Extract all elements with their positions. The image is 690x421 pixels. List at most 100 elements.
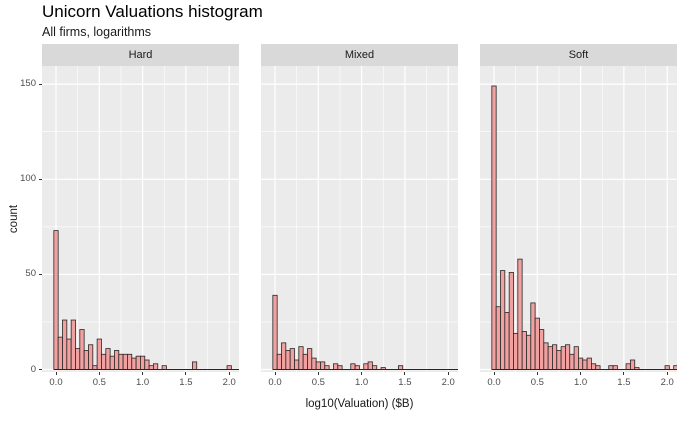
histogram-bar	[372, 365, 378, 370]
histogram-bar	[53, 230, 59, 370]
histogram-bar	[289, 348, 295, 370]
histogram-bar	[491, 85, 497, 370]
facet-strip-label: Soft	[480, 44, 677, 66]
facet-strip-label: Hard	[42, 44, 239, 66]
histogram-bar	[517, 258, 523, 370]
x-tick-label: 0.0	[49, 377, 63, 388]
histogram-bar	[62, 319, 68, 370]
histogram-bar	[191, 361, 198, 370]
histogram-bar	[591, 363, 597, 370]
y-axis-title: count	[8, 204, 20, 234]
histogram-bar	[539, 329, 545, 370]
histogram-bar	[118, 353, 124, 370]
y-tick-label: 50	[25, 268, 36, 280]
x-tick-mark	[274, 372, 276, 375]
histogram-bar	[83, 350, 89, 370]
x-tick-label: 0.0	[487, 377, 501, 388]
histogram-bar	[298, 346, 304, 370]
histogram-bar	[569, 353, 575, 370]
x-tick-label: 1.5	[179, 377, 193, 388]
histogram-bar	[586, 357, 592, 370]
histogram-bar	[354, 365, 360, 370]
histogram-panel	[42, 66, 239, 372]
x-tick-mark	[361, 372, 363, 375]
histogram-bar	[673, 365, 679, 370]
histogram-bar	[530, 302, 536, 370]
x-tick-label: 1.0	[354, 377, 369, 388]
histogram-bar	[75, 348, 81, 370]
x-tick-label: 2.0	[441, 377, 455, 388]
x-tick-mark	[55, 372, 57, 375]
histogram-bar	[333, 363, 339, 370]
histogram-bar	[560, 346, 566, 370]
histogram-bar	[504, 312, 510, 370]
histogram-bar	[629, 359, 636, 370]
histogram-bar	[140, 355, 146, 370]
chart-title: Unicorn Valuations histogram	[42, 2, 263, 21]
histogram-bar	[582, 359, 588, 370]
histogram-bar	[57, 336, 63, 370]
histogram-bar	[543, 342, 549, 370]
histogram-bar	[367, 361, 373, 370]
panel-background	[261, 66, 458, 372]
x-tick-label: 0.5	[530, 377, 544, 388]
histogram-panel	[480, 66, 679, 372]
histogram-bar	[88, 344, 94, 370]
x-tick-label: 2.0	[660, 377, 674, 388]
histogram-bar	[114, 350, 120, 370]
histogram-bar	[625, 363, 631, 370]
histogram-bar	[526, 334, 532, 370]
facet-strip-label: Mixed	[261, 44, 458, 66]
histogram-bar	[664, 365, 670, 370]
histogram-bar	[573, 346, 579, 370]
facet-hard: Hard 0.0 0.5 1.0 1.5 2.0	[42, 44, 239, 390]
histogram-bar	[534, 317, 540, 370]
histogram-bar	[612, 365, 618, 370]
facet-soft: Soft 0.0 0.5 1.0 1.5 2.0	[480, 44, 679, 390]
histogram-bar	[398, 365, 404, 370]
histogram-bar	[500, 270, 506, 370]
histogram-bar	[122, 353, 128, 370]
x-tick-mark	[447, 372, 449, 375]
x-tick-label: 1.0	[135, 377, 150, 388]
histogram-bar	[135, 355, 141, 370]
chart-subtitle: All firms, logarithms	[42, 25, 152, 39]
x-tick-label: 1.5	[617, 377, 631, 388]
histogram-bar	[552, 344, 558, 370]
x-tick-label: 0.5	[311, 377, 325, 388]
histogram-bar	[337, 365, 343, 370]
histogram-bar	[307, 348, 313, 370]
x-tick-mark	[404, 372, 406, 375]
x-tick-label: 1.0	[573, 377, 588, 388]
histogram-bar	[302, 353, 308, 370]
histogram-bar	[148, 365, 154, 370]
histogram-bar	[281, 342, 287, 370]
x-tick-mark	[98, 372, 100, 375]
histogram-bar	[92, 365, 98, 370]
x-tick-mark	[623, 372, 625, 375]
histogram-bar	[363, 363, 369, 370]
histogram-panel	[261, 66, 458, 372]
histogram-bar	[311, 357, 317, 370]
histogram-bar	[513, 332, 519, 370]
histogram-bar	[226, 365, 232, 370]
histogram-bar	[144, 359, 150, 370]
x-tick-mark	[185, 372, 187, 375]
x-tick-mark	[493, 372, 495, 375]
x-tick-label: 2.0	[222, 377, 236, 388]
histogram-bar	[109, 355, 115, 370]
y-tick-mark	[39, 369, 42, 370]
x-tick-label: 0.5	[92, 377, 106, 388]
histogram-bar	[131, 357, 137, 370]
y-tick-mark	[39, 83, 42, 85]
y-tick-mark	[39, 178, 42, 180]
histogram-bar	[595, 365, 601, 370]
histogram-bar	[276, 353, 282, 370]
x-axis-title: log10(Valuation) ($B)	[305, 398, 414, 410]
histogram-bar	[521, 331, 527, 370]
histogram-bar	[285, 350, 291, 370]
facet-mixed: Mixed 0.0 0.5 1.0 1.5 2.0	[261, 44, 458, 390]
histogram-bar	[495, 306, 501, 370]
histogram-bar	[127, 353, 133, 370]
